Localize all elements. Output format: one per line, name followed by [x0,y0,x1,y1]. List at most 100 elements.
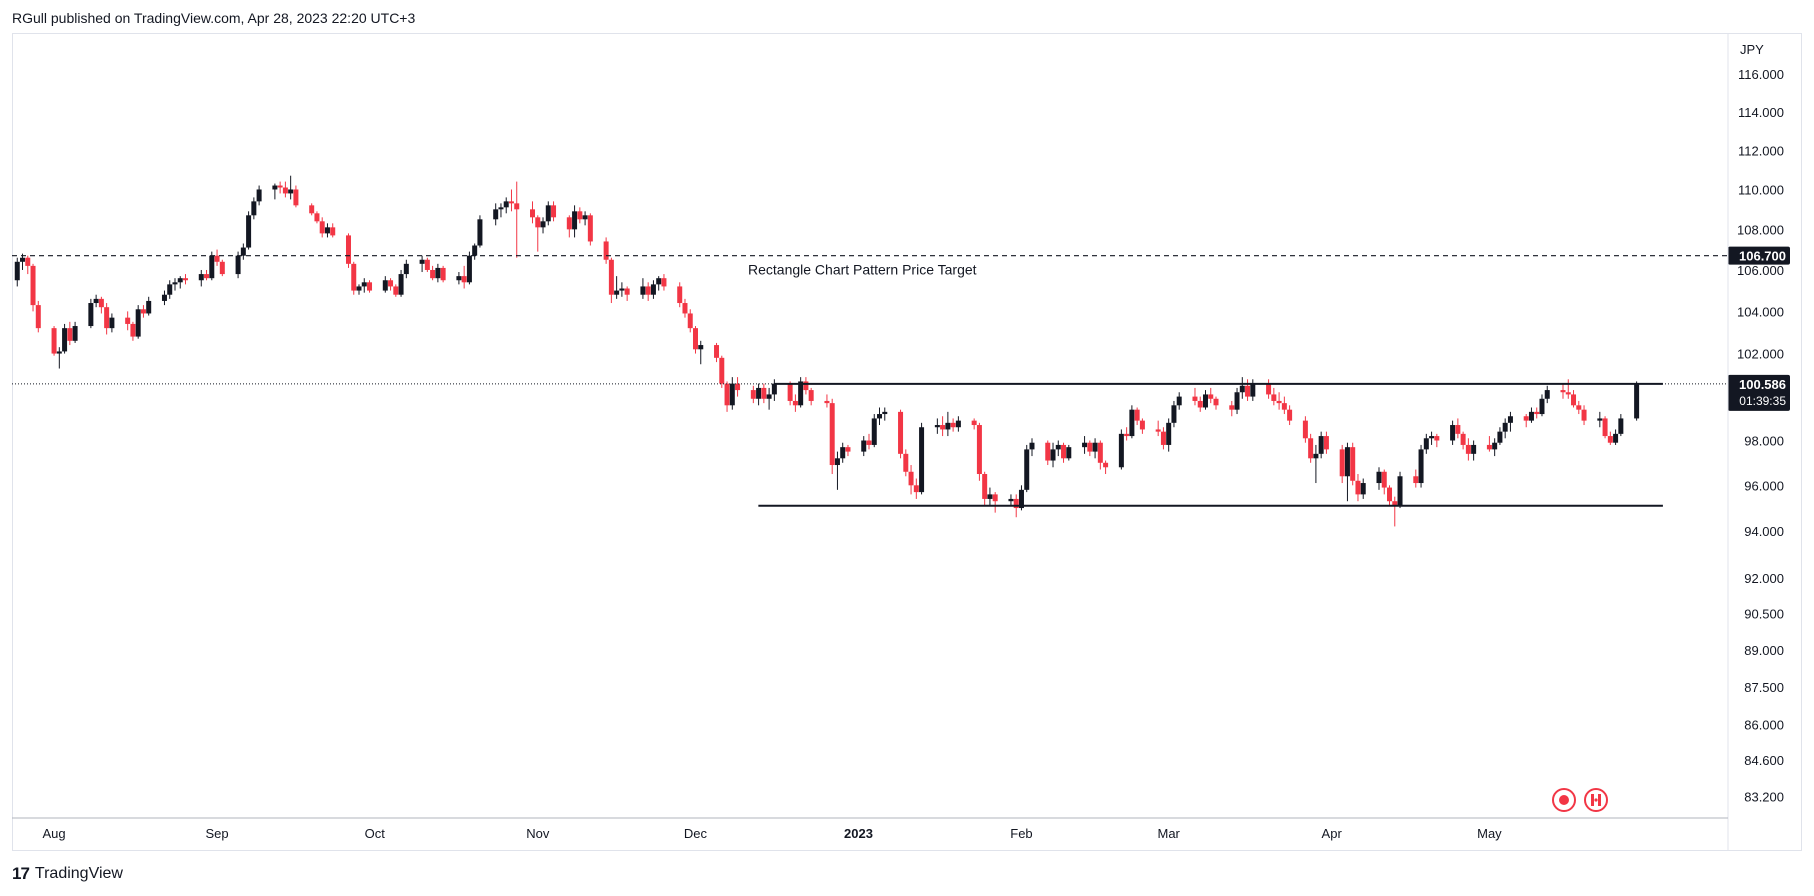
candle[interactable] [1024,444,1030,493]
candle[interactable] [882,407,888,421]
candle[interactable] [1565,379,1571,399]
candle[interactable] [787,381,793,406]
candle[interactable] [771,379,777,401]
candle[interactable] [1355,474,1361,502]
candle[interactable] [109,313,115,333]
candle[interactable] [1434,433,1440,448]
candle[interactable] [246,211,252,250]
candle[interactable] [1271,387,1277,406]
candle[interactable] [587,213,593,246]
candle[interactable] [25,255,31,275]
candle[interactable] [698,340,704,365]
candle[interactable] [677,282,683,308]
candle[interactable] [277,181,283,194]
candle[interactable] [687,309,693,333]
candle[interactable] [1229,400,1235,417]
candle[interactable] [1061,442,1067,463]
candle[interactable] [1092,438,1098,459]
candle[interactable] [1202,390,1208,410]
candle[interactable] [645,282,651,301]
candle[interactable] [493,203,499,226]
candle[interactable] [140,305,146,318]
footer-brand[interactable]: 17 TradingView [12,864,123,884]
candle[interactable] [330,223,336,238]
candle[interactable] [987,487,993,506]
candle[interactable] [361,278,367,293]
candle[interactable] [1250,379,1256,401]
candle[interactable] [424,257,430,273]
candle[interactable] [724,381,730,412]
candle[interactable] [530,201,536,224]
candle[interactable] [1029,438,1035,457]
candle[interactable] [135,305,141,339]
candle[interactable] [293,185,299,208]
candle[interactable] [1213,396,1219,410]
candle[interactable] [430,265,436,281]
candle[interactable] [324,223,330,238]
candle[interactable] [1539,394,1545,417]
candle[interactable] [572,205,578,238]
candle[interactable] [798,377,804,408]
candle[interactable] [272,183,278,200]
candle[interactable] [750,385,756,404]
candle[interactable] [1392,496,1398,527]
candle[interactable] [1350,442,1356,486]
candle[interactable] [1576,400,1582,415]
candle[interactable] [577,207,583,224]
candle[interactable] [1323,431,1329,454]
candle[interactable] [1471,440,1477,461]
candle[interactable] [1423,433,1429,454]
candle[interactable] [56,347,62,369]
candle[interactable] [913,478,919,499]
candle[interactable] [1634,381,1640,421]
candle[interactable] [824,394,830,408]
candle[interactable] [1460,431,1466,450]
candle[interactable] [1528,407,1534,423]
candle[interactable] [256,185,262,206]
candle[interactable] [1171,400,1177,428]
candle[interactable] [761,383,767,404]
candle[interactable] [1087,440,1093,457]
candle[interactable] [20,253,26,270]
candle[interactable] [1313,444,1319,484]
candle[interactable] [1381,469,1387,495]
candle[interactable] [735,377,741,397]
candle[interactable] [1208,387,1214,404]
candle[interactable] [919,422,925,495]
candle[interactable] [419,255,425,273]
candle[interactable] [1302,416,1308,443]
candle[interactable] [93,294,99,308]
candle[interactable] [903,449,909,477]
candle[interactable] [976,422,982,481]
candle[interactable] [1118,429,1124,470]
candle[interactable] [198,269,204,287]
candle[interactable] [640,278,646,299]
candle[interactable] [435,263,441,283]
candle[interactable] [603,237,609,264]
candle[interactable] [834,451,840,490]
candle[interactable] [840,442,846,463]
candle[interactable] [692,326,698,354]
candle[interactable] [808,387,814,406]
candle[interactable] [393,284,399,297]
candle[interactable] [403,259,409,279]
candle[interactable] [1097,440,1103,470]
candle[interactable] [1544,385,1550,404]
candle[interactable] [204,269,210,281]
candle[interactable] [1450,420,1456,445]
candle[interactable] [1266,379,1272,399]
candle[interactable] [214,249,220,266]
candle[interactable] [992,492,998,513]
candle[interactable] [177,276,183,289]
candle[interactable] [1376,467,1382,490]
candle[interactable] [1344,442,1350,502]
candle[interactable] [1287,405,1293,426]
candle[interactable] [950,418,956,432]
candle[interactable] [309,203,315,216]
candle[interactable] [866,433,872,450]
candle[interactable] [146,296,152,316]
event-badges[interactable] [1552,788,1608,812]
candle[interactable] [540,217,546,234]
candle[interactable] [1618,414,1624,437]
